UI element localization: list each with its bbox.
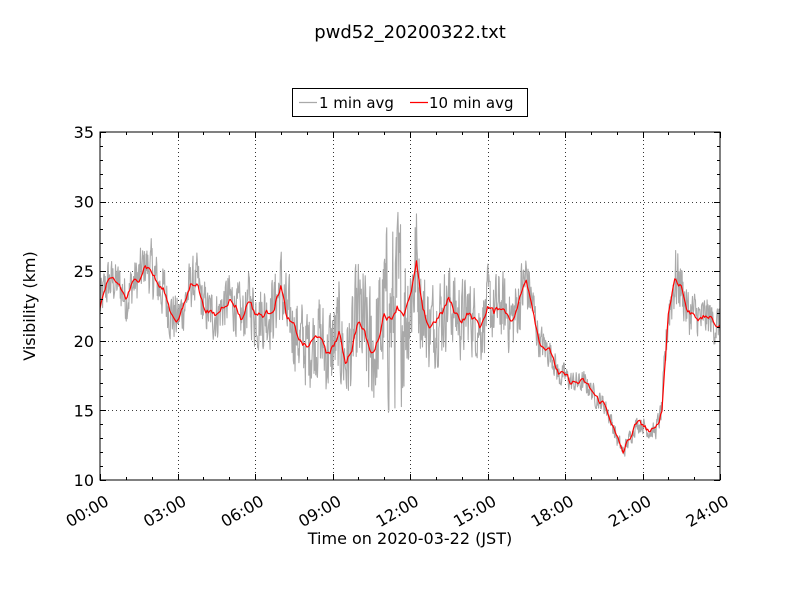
y-tick-label: 30 bbox=[74, 193, 94, 212]
grid-lines bbox=[100, 132, 720, 480]
y-tick-label: 20 bbox=[74, 332, 94, 351]
series-line-1min-avg bbox=[100, 211, 720, 457]
legend: 1 min avg 10 min avg bbox=[292, 88, 528, 117]
series-line-10min-avg bbox=[100, 260, 720, 454]
y-axis-label: Visibility (km) bbox=[20, 251, 39, 360]
chart-title: pwd52_20200322.txt bbox=[314, 22, 506, 43]
y-tick-label: 25 bbox=[74, 262, 94, 281]
series-layer bbox=[100, 211, 720, 457]
y-tick-label: 10 bbox=[74, 471, 94, 490]
legend-label-10min: 10 min avg bbox=[429, 94, 514, 112]
legend-label-1min: 1 min avg bbox=[319, 94, 394, 112]
x-axis-label: Time on 2020-03-22 (JST) bbox=[307, 529, 512, 548]
y-tick-label: 15 bbox=[74, 401, 94, 420]
plot-frame bbox=[99, 131, 721, 481]
y-tick-label: 35 bbox=[74, 123, 94, 142]
y-tick-labels: 10 15 20 25 30 35 bbox=[74, 123, 94, 490]
